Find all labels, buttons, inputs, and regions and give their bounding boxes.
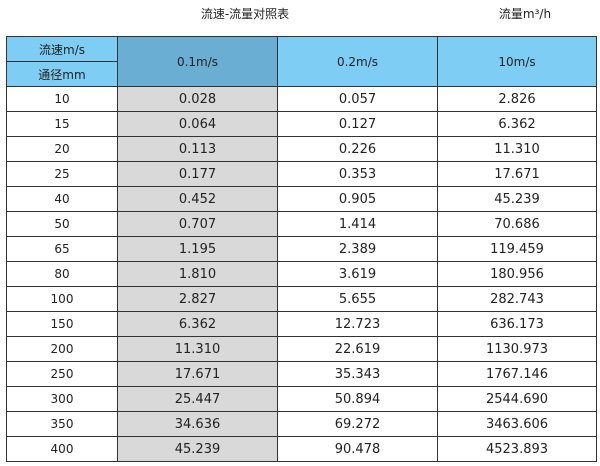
column-header-0.1: 0.1m/s bbox=[117, 36, 278, 87]
flow-cell-0.2: 12.723 bbox=[277, 311, 438, 337]
table-row: 250 17.671 35.343 1767.146 bbox=[6, 361, 597, 387]
flow-cell-0.1: 2.827 bbox=[117, 286, 278, 312]
velocity-header: 流速m/s bbox=[6, 36, 118, 62]
flow-cell-0.1: 0.028 bbox=[117, 86, 278, 112]
flow-cell-0.1: 25.447 bbox=[117, 386, 278, 412]
flow-cell-10: 2544.690 bbox=[437, 386, 597, 412]
table-row: 25 0.177 0.353 17.671 bbox=[6, 161, 597, 187]
flow-cell-0.1: 1.810 bbox=[117, 261, 278, 287]
flow-cell-10: 180.956 bbox=[437, 261, 597, 287]
flow-cell-10: 45.239 bbox=[437, 186, 597, 212]
table-row: 20 0.113 0.226 11.310 bbox=[6, 136, 597, 162]
table-row: 10 0.028 0.057 2.826 bbox=[6, 86, 597, 112]
column-header-0.2: 0.2m/s bbox=[277, 36, 438, 87]
flow-cell-0.1: 6.362 bbox=[117, 311, 278, 337]
table-row: 400 45.239 90.478 4523.893 bbox=[6, 436, 597, 462]
flow-cell-10: 11.310 bbox=[437, 136, 597, 162]
flow-cell-10: 1130.973 bbox=[437, 336, 597, 362]
flow-cell-0.2: 35.343 bbox=[277, 361, 438, 387]
header-row-2: 通径mm bbox=[6, 61, 597, 87]
diameter-cell: 350 bbox=[6, 411, 118, 437]
flow-cell-0.2: 3.619 bbox=[277, 261, 438, 287]
flow-cell-0.1: 1.195 bbox=[117, 236, 278, 262]
flow-cell-0.1: 45.239 bbox=[117, 436, 278, 462]
table-row: 80 1.810 3.619 180.956 bbox=[6, 261, 597, 287]
flow-cell-0.2: 1.414 bbox=[277, 211, 438, 237]
table-row: 50 0.707 1.414 70.686 bbox=[6, 211, 597, 237]
flow-cell-0.2: 50.894 bbox=[277, 386, 438, 412]
flow-cell-0.2: 22.619 bbox=[277, 336, 438, 362]
diameter-cell: 25 bbox=[6, 161, 118, 187]
diameter-header: 通径mm bbox=[6, 61, 118, 87]
flow-cell-0.2: 5.655 bbox=[277, 286, 438, 312]
flow-cell-10: 119.459 bbox=[437, 236, 597, 262]
table-row: 100 2.827 5.655 282.743 bbox=[6, 286, 597, 312]
diameter-cell: 80 bbox=[6, 261, 118, 287]
unit-label: 流量m³/h bbox=[498, 7, 552, 21]
flow-cell-0.2: 69.272 bbox=[277, 411, 438, 437]
table-row: 65 1.195 2.389 119.459 bbox=[6, 236, 597, 262]
diameter-cell: 10 bbox=[6, 86, 118, 112]
diameter-cell: 150 bbox=[6, 311, 118, 337]
flow-cell-10: 1767.146 bbox=[437, 361, 597, 387]
table-row: 350 34.636 69.272 3463.606 bbox=[6, 411, 597, 437]
flow-cell-10: 3463.606 bbox=[437, 411, 597, 437]
diameter-cell: 65 bbox=[6, 236, 118, 262]
flow-cell-10: 2.826 bbox=[437, 86, 597, 112]
flow-cell-0.2: 2.389 bbox=[277, 236, 438, 262]
column-header-10: 10m/s bbox=[437, 36, 597, 87]
flow-cell-10: 4523.893 bbox=[437, 436, 597, 462]
diameter-cell: 300 bbox=[6, 386, 118, 412]
flow-cell-0.2: 0.127 bbox=[277, 111, 438, 137]
flow-cell-0.1: 0.452 bbox=[117, 186, 278, 212]
flow-cell-0.2: 90.478 bbox=[277, 436, 438, 462]
flow-cell-0.1: 34.636 bbox=[117, 411, 278, 437]
diameter-cell: 40 bbox=[6, 186, 118, 212]
flow-cell-0.1: 11.310 bbox=[117, 336, 278, 362]
table-row: 150 6.362 12.723 636.173 bbox=[6, 311, 597, 337]
flow-cell-0.1: 0.113 bbox=[117, 136, 278, 162]
flow-cell-0.1: 0.177 bbox=[117, 161, 278, 187]
table-row: 40 0.452 0.905 45.239 bbox=[6, 186, 597, 212]
diameter-cell: 250 bbox=[6, 361, 118, 387]
flow-cell-10: 6.362 bbox=[437, 111, 597, 137]
diameter-cell: 200 bbox=[6, 336, 118, 362]
header-row: 流速m/s 0.1m/s 0.2m/s 10m/s bbox=[6, 36, 597, 87]
flow-cell-10: 282.743 bbox=[437, 286, 597, 312]
diameter-cell: 100 bbox=[6, 286, 118, 312]
diameter-cell: 15 bbox=[6, 111, 118, 137]
table-row: 200 11.310 22.619 1130.973 bbox=[6, 336, 597, 362]
diameter-cell: 400 bbox=[6, 436, 118, 462]
flow-cell-0.1: 0.707 bbox=[117, 211, 278, 237]
diameter-cell: 50 bbox=[6, 211, 118, 237]
velocity-flow-table: 流速m/s 0.1m/s 0.2m/s 10m/s 通径mm 10 0.028 0.… bbox=[6, 36, 597, 462]
flow-cell-0.2: 0.905 bbox=[277, 186, 438, 212]
flow-cell-0.2: 0.057 bbox=[277, 86, 438, 112]
table-row: 15 0.064 0.127 6.362 bbox=[6, 111, 597, 137]
diameter-cell: 20 bbox=[6, 136, 118, 162]
flow-cell-0.1: 17.671 bbox=[117, 361, 278, 387]
flow-cell-10: 636.173 bbox=[437, 311, 597, 337]
table-title: 流速-流量对照表 bbox=[200, 7, 290, 21]
table-row: 300 25.447 50.894 2544.690 bbox=[6, 386, 597, 412]
flow-cell-0.1: 0.064 bbox=[117, 111, 278, 137]
flow-cell-10: 17.671 bbox=[437, 161, 597, 187]
flow-cell-10: 70.686 bbox=[437, 211, 597, 237]
flow-cell-0.2: 0.353 bbox=[277, 161, 438, 187]
flow-cell-0.2: 0.226 bbox=[277, 136, 438, 162]
